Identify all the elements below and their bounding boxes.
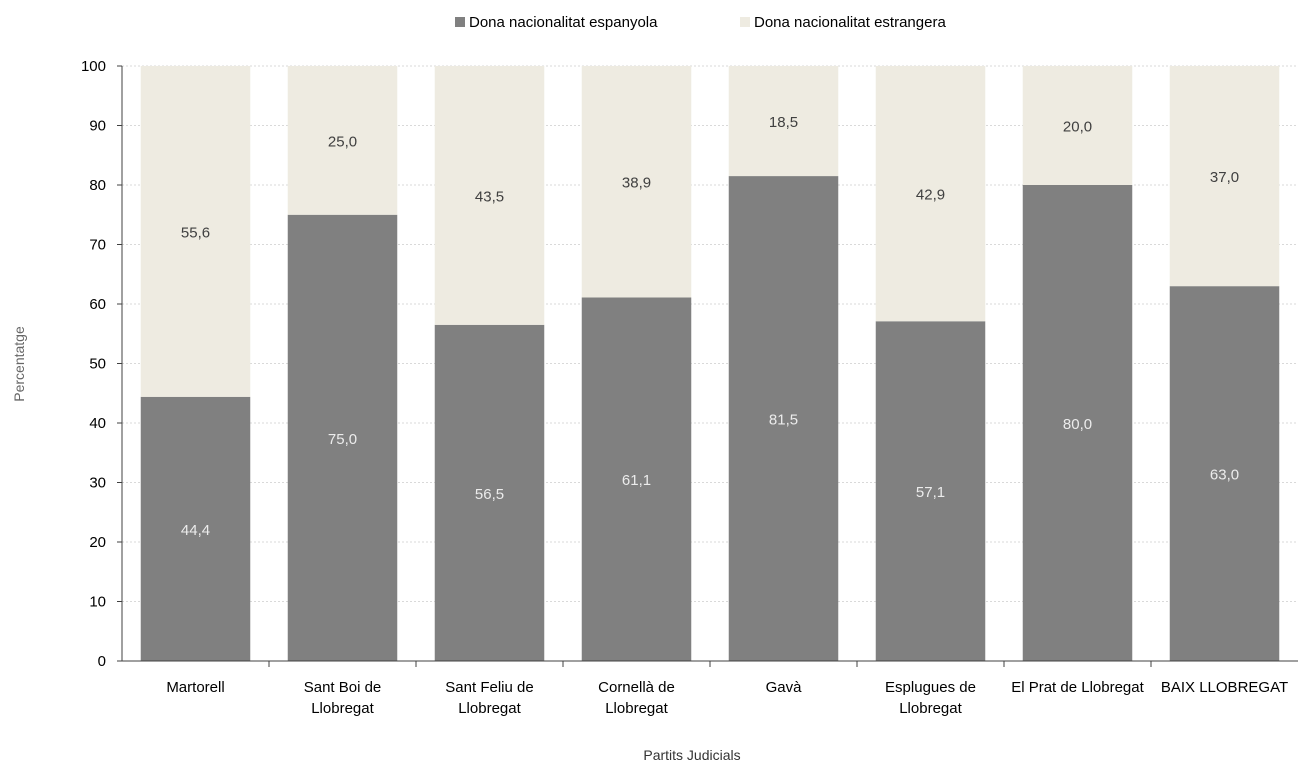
x-tick-label: Cornellà de bbox=[598, 679, 675, 696]
bar-segment bbox=[434, 324, 545, 661]
bar-segment bbox=[434, 66, 545, 325]
y-tick-label: 40 bbox=[89, 415, 106, 432]
legend-label: Dona nacionalitat estrangera bbox=[754, 14, 946, 31]
x-tick-label: Martorell bbox=[166, 679, 224, 696]
x-tick-label: Llobregat bbox=[899, 700, 962, 717]
x-tick-label: BAIX LLOBREGAT bbox=[1161, 679, 1288, 696]
bar-segment bbox=[140, 396, 251, 661]
bar-segment bbox=[1169, 286, 1280, 661]
data-label: 43,5 bbox=[475, 188, 504, 205]
bar-segment bbox=[728, 176, 839, 661]
y-tick-label: 100 bbox=[81, 58, 106, 75]
bars: 44,4 55,6 75,0 25,0 56,5 43,5 61,1 38,9 81,5 18,5… bbox=[140, 66, 1280, 661]
data-label: 57,1 bbox=[916, 484, 945, 501]
bar-segment bbox=[1022, 185, 1133, 661]
x-tick-label: Gavà bbox=[766, 679, 803, 696]
legend-swatch bbox=[455, 17, 465, 27]
y-axis-title: Percentatge bbox=[11, 326, 27, 402]
data-label: 55,6 bbox=[181, 224, 210, 241]
y-tick-label: 20 bbox=[89, 534, 106, 551]
x-tick-label: Llobregat bbox=[458, 700, 521, 717]
bar-segment bbox=[875, 321, 986, 661]
y-tick-label: 90 bbox=[89, 118, 106, 135]
data-label: 25,0 bbox=[328, 133, 357, 150]
bar-segment bbox=[140, 66, 251, 397]
data-label: 37,0 bbox=[1210, 169, 1239, 186]
x-tick-label: Sant Feliu de bbox=[445, 679, 533, 696]
legend-swatch bbox=[740, 17, 750, 27]
bar-segment bbox=[581, 297, 692, 661]
data-label: 18,5 bbox=[769, 114, 798, 131]
x-axis-title: Partits Judicials bbox=[643, 747, 740, 763]
data-label: 44,4 bbox=[181, 522, 210, 539]
y-tick-label: 70 bbox=[89, 237, 106, 254]
bar-segment bbox=[1022, 66, 1133, 185]
y-tick-label: 10 bbox=[89, 594, 106, 611]
x-tick-label: El Prat de Llobregat bbox=[1011, 679, 1144, 696]
x-tick-label: Llobregat bbox=[605, 700, 668, 717]
y-tick-label: 30 bbox=[89, 475, 106, 492]
axes: 0 10 20 30 40 50 60 70 80 90 100 Martorell Sant Boi … bbox=[81, 58, 1298, 717]
bar-segment bbox=[875, 66, 986, 322]
data-label: 63,0 bbox=[1210, 467, 1239, 484]
data-label: 20,0 bbox=[1063, 119, 1092, 136]
data-label: 56,5 bbox=[475, 486, 504, 503]
bar-segment bbox=[287, 66, 398, 215]
y-tick-label: 0 bbox=[98, 653, 106, 670]
y-tick-label: 60 bbox=[89, 296, 106, 313]
data-label: 42,9 bbox=[916, 187, 945, 204]
x-tick-label: Sant Boi de bbox=[304, 679, 382, 696]
data-label: 80,0 bbox=[1063, 416, 1092, 433]
bar-segment bbox=[1169, 66, 1280, 287]
bar-segment bbox=[581, 66, 692, 298]
data-label: 75,0 bbox=[328, 431, 357, 448]
data-label: 61,1 bbox=[622, 472, 651, 489]
bar-segment bbox=[728, 66, 839, 177]
y-tick-label: 80 bbox=[89, 177, 106, 194]
data-label: 38,9 bbox=[622, 175, 651, 192]
legend-label: Dona nacionalitat espanyola bbox=[469, 14, 658, 31]
x-tick-label: Llobregat bbox=[311, 700, 374, 717]
bar-segment bbox=[287, 214, 398, 661]
y-tick-label: 50 bbox=[89, 356, 106, 373]
x-tick-label: Esplugues de bbox=[885, 679, 976, 696]
data-label: 81,5 bbox=[769, 412, 798, 429]
legend: Dona nacionalitat espanyola Dona nacional… bbox=[455, 14, 946, 31]
